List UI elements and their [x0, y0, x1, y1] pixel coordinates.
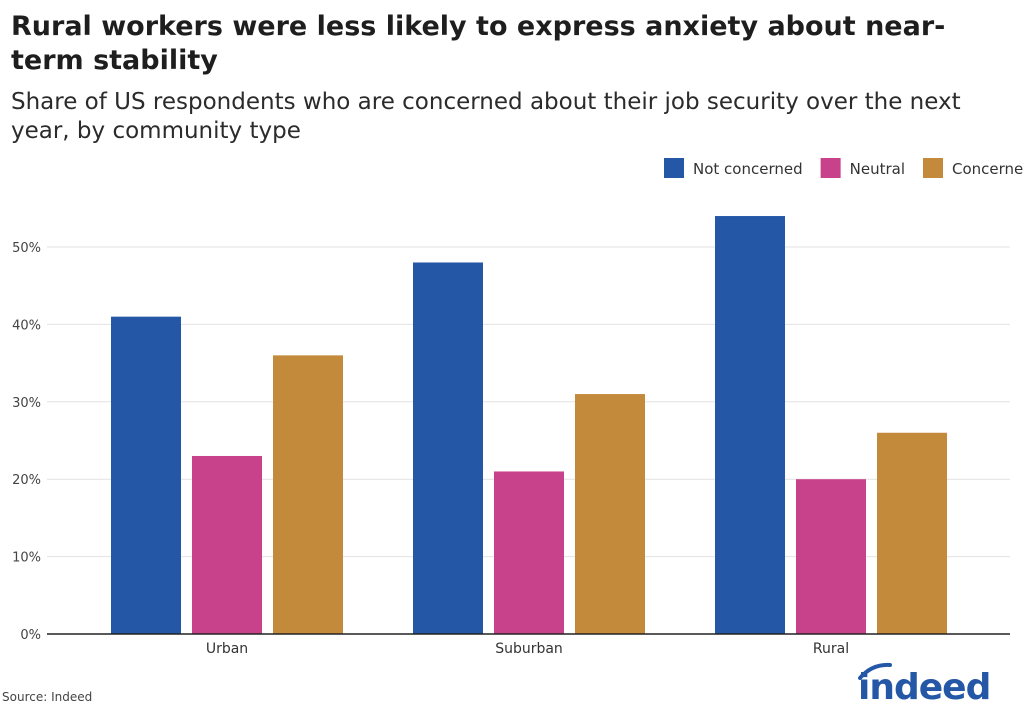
bar-not-concerned-rural — [715, 216, 785, 635]
bar-neutral-suburban — [494, 471, 564, 634]
bar-neutral-urban — [192, 455, 262, 634]
legend-label: Not concerned — [693, 160, 803, 178]
y-tick-label: 20% — [12, 473, 41, 488]
chart-title: Rural workers were less likely to expres… — [11, 11, 946, 76]
bar-not-concerned-urban — [111, 316, 181, 634]
bar-not-concerned-suburban — [413, 262, 483, 634]
x-tick-label: Urban — [206, 641, 248, 657]
y-tick-label: 0% — [20, 628, 41, 643]
svg-text:indeed: indeed — [858, 667, 990, 707]
y-tick-label: 10% — [12, 551, 41, 566]
legend-swatch — [820, 158, 841, 178]
bar-concerned-rural — [877, 432, 947, 634]
y-tick-label: 50% — [12, 241, 41, 256]
legend-swatch — [664, 158, 684, 178]
source-note: Source: Indeed — [2, 690, 93, 704]
y-tick-label: 30% — [12, 396, 41, 411]
x-tick-label: Suburban — [495, 641, 563, 657]
chart-subtitle: Share of US respondents who are concerne… — [11, 89, 961, 144]
indeed-logo: indeed — [858, 662, 991, 707]
legend-label: Neutral — [850, 160, 905, 178]
bar-concerned-suburban — [575, 394, 645, 634]
legend-label: Concerned — [952, 160, 1024, 178]
y-tick-label: 40% — [12, 318, 41, 333]
bar-concerned-urban — [273, 355, 343, 634]
legend-swatch — [923, 158, 943, 178]
x-tick-label: Rural — [813, 641, 849, 657]
bar-neutral-rural — [796, 479, 866, 634]
